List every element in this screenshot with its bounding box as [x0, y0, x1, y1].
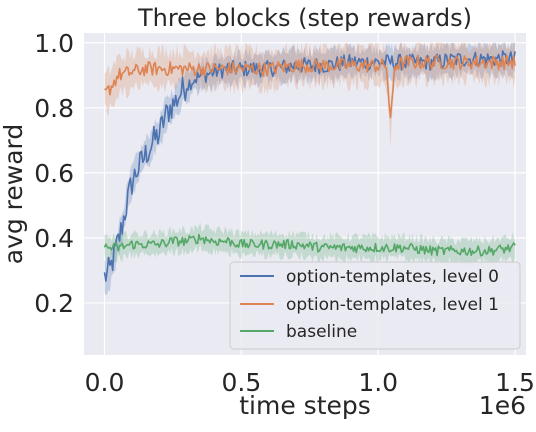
series-line: [103, 50, 516, 282]
legend-label-level1: option-templates, level 1: [286, 295, 499, 315]
chart-title: Three blocks (step rewards): [137, 4, 472, 32]
tick-layer: 0.0 0.5 1.0 1.5 0.2 0.4 0.6 0.8 1.0: [34, 29, 535, 397]
series-band: [104, 42, 516, 148]
y-tick-label: 0.8: [34, 94, 74, 123]
grid-layer: [84, 33, 526, 355]
x-axis-scale-label: 1e6: [479, 391, 526, 420]
x-tick-label: 1.5: [495, 368, 535, 397]
y-tick-label: 0.6: [34, 159, 74, 188]
y-tick-label: 1.0: [34, 29, 74, 58]
y-tick-label: 0.4: [34, 224, 74, 253]
legend-label-level0: option-templates, level 0: [286, 267, 499, 287]
y-tick-label: 0.2: [34, 289, 74, 318]
series-band: [104, 42, 516, 296]
line-layer: [103, 50, 516, 282]
legend: option-templates, level 0 option-templat…: [229, 261, 521, 350]
legend-label-baseline: baseline: [286, 322, 357, 342]
series-line: [103, 233, 516, 257]
y-axis-label: avg reward: [0, 124, 28, 265]
series-line: [104, 54, 516, 119]
x-tick-label: 0.0: [85, 368, 125, 397]
x-tick-label: 1.0: [358, 368, 398, 397]
legend-box: [229, 261, 521, 350]
x-tick-label: 0.5: [221, 368, 261, 397]
x-axis-label: time steps: [239, 391, 371, 420]
